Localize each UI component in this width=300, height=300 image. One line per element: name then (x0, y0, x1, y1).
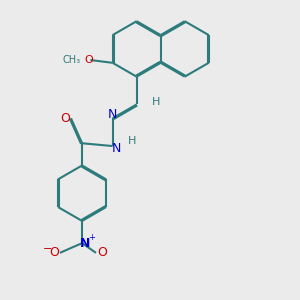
Text: H: H (152, 98, 160, 107)
Text: N: N (80, 237, 90, 250)
Text: H: H (128, 136, 136, 146)
Text: O: O (84, 55, 93, 65)
Text: −: − (43, 244, 53, 254)
Text: O: O (49, 246, 59, 259)
Text: N: N (108, 108, 117, 121)
Text: CH₃: CH₃ (62, 55, 81, 65)
Text: O: O (97, 246, 107, 259)
Text: O: O (60, 112, 70, 125)
Text: N: N (112, 142, 121, 154)
Text: +: + (88, 233, 95, 242)
